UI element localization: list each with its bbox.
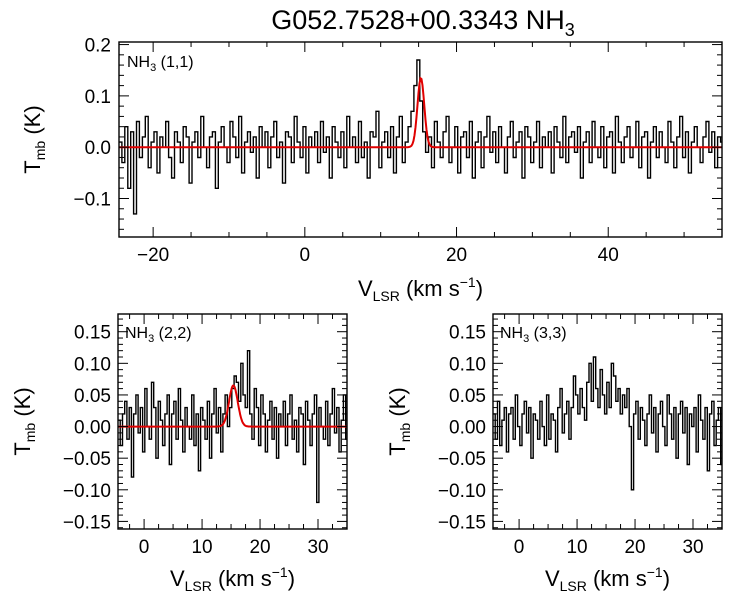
x-tick-label: 30 [307,537,328,558]
figure-title-main: G052.7528+00.3343 NH [271,5,564,35]
spectrum-line [493,356,722,491]
transition-label: NH3 (1,1) [127,54,194,74]
y-tick-label: −0.05 [438,449,486,470]
x-tick-label: 10 [566,537,587,558]
spectrum-line [119,59,722,215]
x-tick-label: −20 [137,245,169,266]
y-tick-label: 0.1 [85,87,111,108]
y-tick-label: −0.1 [73,190,111,211]
x-tick-label: 20 [249,537,270,558]
x-axis-label: VLSR (km s−1) [358,274,483,304]
x-tick-label: 20 [446,245,467,266]
y-tick-label: 0.05 [74,386,111,407]
y-tick-label: 0.05 [449,386,486,407]
y-tick-label: 0.10 [449,354,486,375]
x-tick-label: 10 [191,537,212,558]
y-tick-label: −0.15 [63,512,111,533]
gaussian-fit-line [118,384,347,428]
y-tick-label: −0.10 [63,481,111,502]
y-tick-label: 0.00 [449,418,486,439]
panel-nh3-11: −20 0 20 40 −0.1 0.0 0.1 0.2 NH3 (1,1) VLSR (km s… [20,36,723,304]
y-tick-label: 0.2 [85,36,111,57]
plot-frame [118,41,723,238]
x-tick-label: 0 [300,245,311,266]
y-axis-label: Tmb (K) [10,387,38,455]
gaussian-fit-line [119,76,722,149]
x-tick-label: 40 [598,245,619,266]
y-tick-label: 0.15 [74,323,111,344]
spectrum-line [118,350,347,504]
x-axis-label: VLSR (km s−1) [545,564,670,594]
y-tick-label: −0.05 [63,449,111,470]
y-tick-label: −0.10 [438,481,486,502]
panel-nh3-33: 0 10 20 30 −0.15 −0.10 −0.05 0.00 0.05 0.10 0.15 NH… [385,313,723,594]
y-tick-label: 0.0 [85,138,111,159]
y-axis-label: Tmb (K) [385,387,413,455]
panel-nh3-22: 0 10 20 30 −0.15 −0.10 −0.05 0.00 0.05 0.10 0.15 NH… [10,313,348,594]
x-tick-label: 30 [682,537,703,558]
x-tick-label: 20 [624,537,645,558]
y-tick-label: 0.00 [74,418,111,439]
x-tick-label: 0 [139,537,150,558]
y-tick-label: 0.10 [74,354,111,375]
transition-label: NH3 (3,3) [500,325,567,345]
x-tick-label: 0 [514,537,525,558]
y-tick-label: −0.15 [438,512,486,533]
plot-frame [117,313,348,530]
plot-frame [492,313,723,530]
x-axis-label: VLSR (km s−1) [170,564,295,594]
figure-title: G052.7528+00.3343 NH3 [271,5,575,40]
y-tick-label: 0.15 [449,323,486,344]
y-axis-label: Tmb (K) [20,105,48,173]
transition-label: NH3 (2,2) [125,325,192,345]
figure-title-sub: 3 [565,20,575,40]
